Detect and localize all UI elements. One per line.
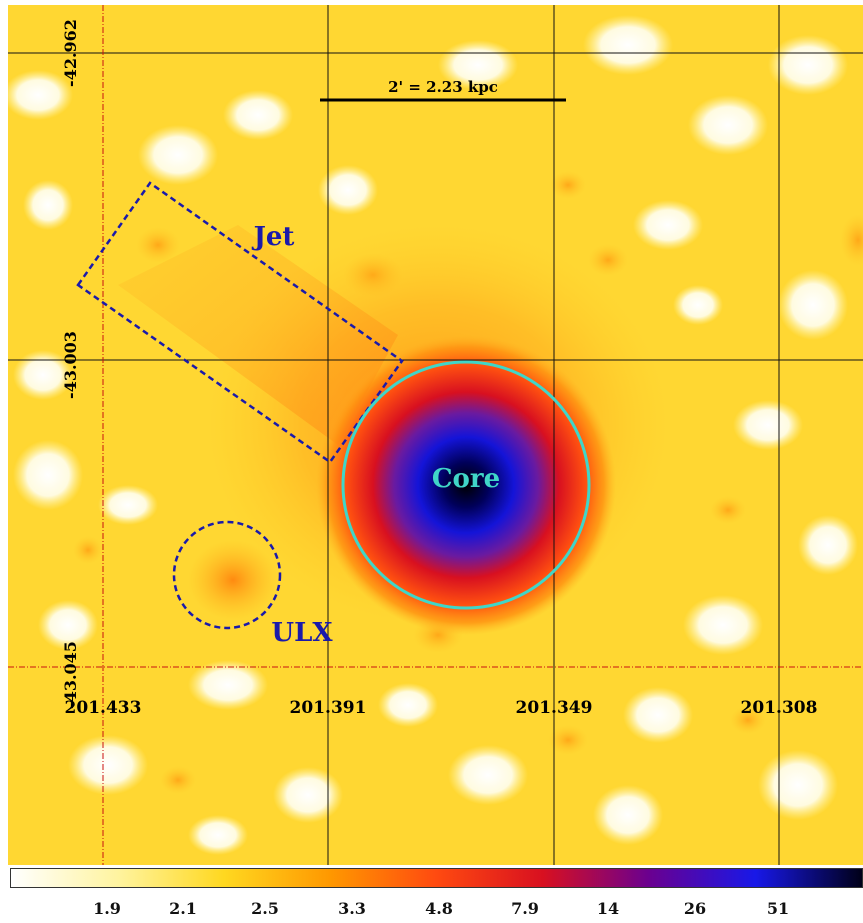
coordinate-grid — [8, 5, 863, 865]
ulx-region[interactable] — [172, 520, 282, 630]
ulx-label: ULX — [271, 618, 333, 648]
dec-tick-label: -43.045 — [61, 641, 80, 709]
colorbar-tick-label: 3.3 — [338, 899, 366, 918]
jet-label: Jet — [252, 222, 295, 252]
colorbar — [10, 868, 863, 888]
colorbar-tick-label: 51 — [766, 899, 790, 918]
jet-region[interactable] — [76, 181, 404, 464]
colorbar-tick-label: 2.5 — [251, 899, 279, 918]
reference-grid-red — [8, 5, 863, 865]
xray-image: 2' = 2.23 kpc Jet Core ULX -42.962 -43.0… — [8, 5, 863, 865]
colorbar-tick-label: 26 — [683, 899, 707, 918]
dec-tick-label: -42.962 — [61, 19, 80, 87]
core-label: Core — [432, 464, 500, 494]
diffuse-emission — [118, 225, 668, 635]
ra-tick-label: 201.308 — [741, 698, 818, 718]
colorbar-tick-label: 14 — [596, 899, 620, 918]
ra-tick-label: 201.391 — [290, 698, 367, 718]
colorbar-tick-label: 1.9 — [93, 899, 121, 918]
scale-bar-label: 2' = 2.23 kpc — [388, 78, 498, 96]
core-region[interactable] — [341, 360, 591, 610]
colorbar-tick-label: 7.9 — [511, 899, 539, 918]
ra-tick-label: 201.349 — [516, 698, 593, 718]
ra-tick-label: 201.433 — [65, 698, 142, 718]
dec-tick-label: -43.003 — [61, 331, 80, 399]
colorbar-tick-label: 4.8 — [425, 899, 453, 918]
colorbar-tick-label: 2.1 — [169, 899, 197, 918]
